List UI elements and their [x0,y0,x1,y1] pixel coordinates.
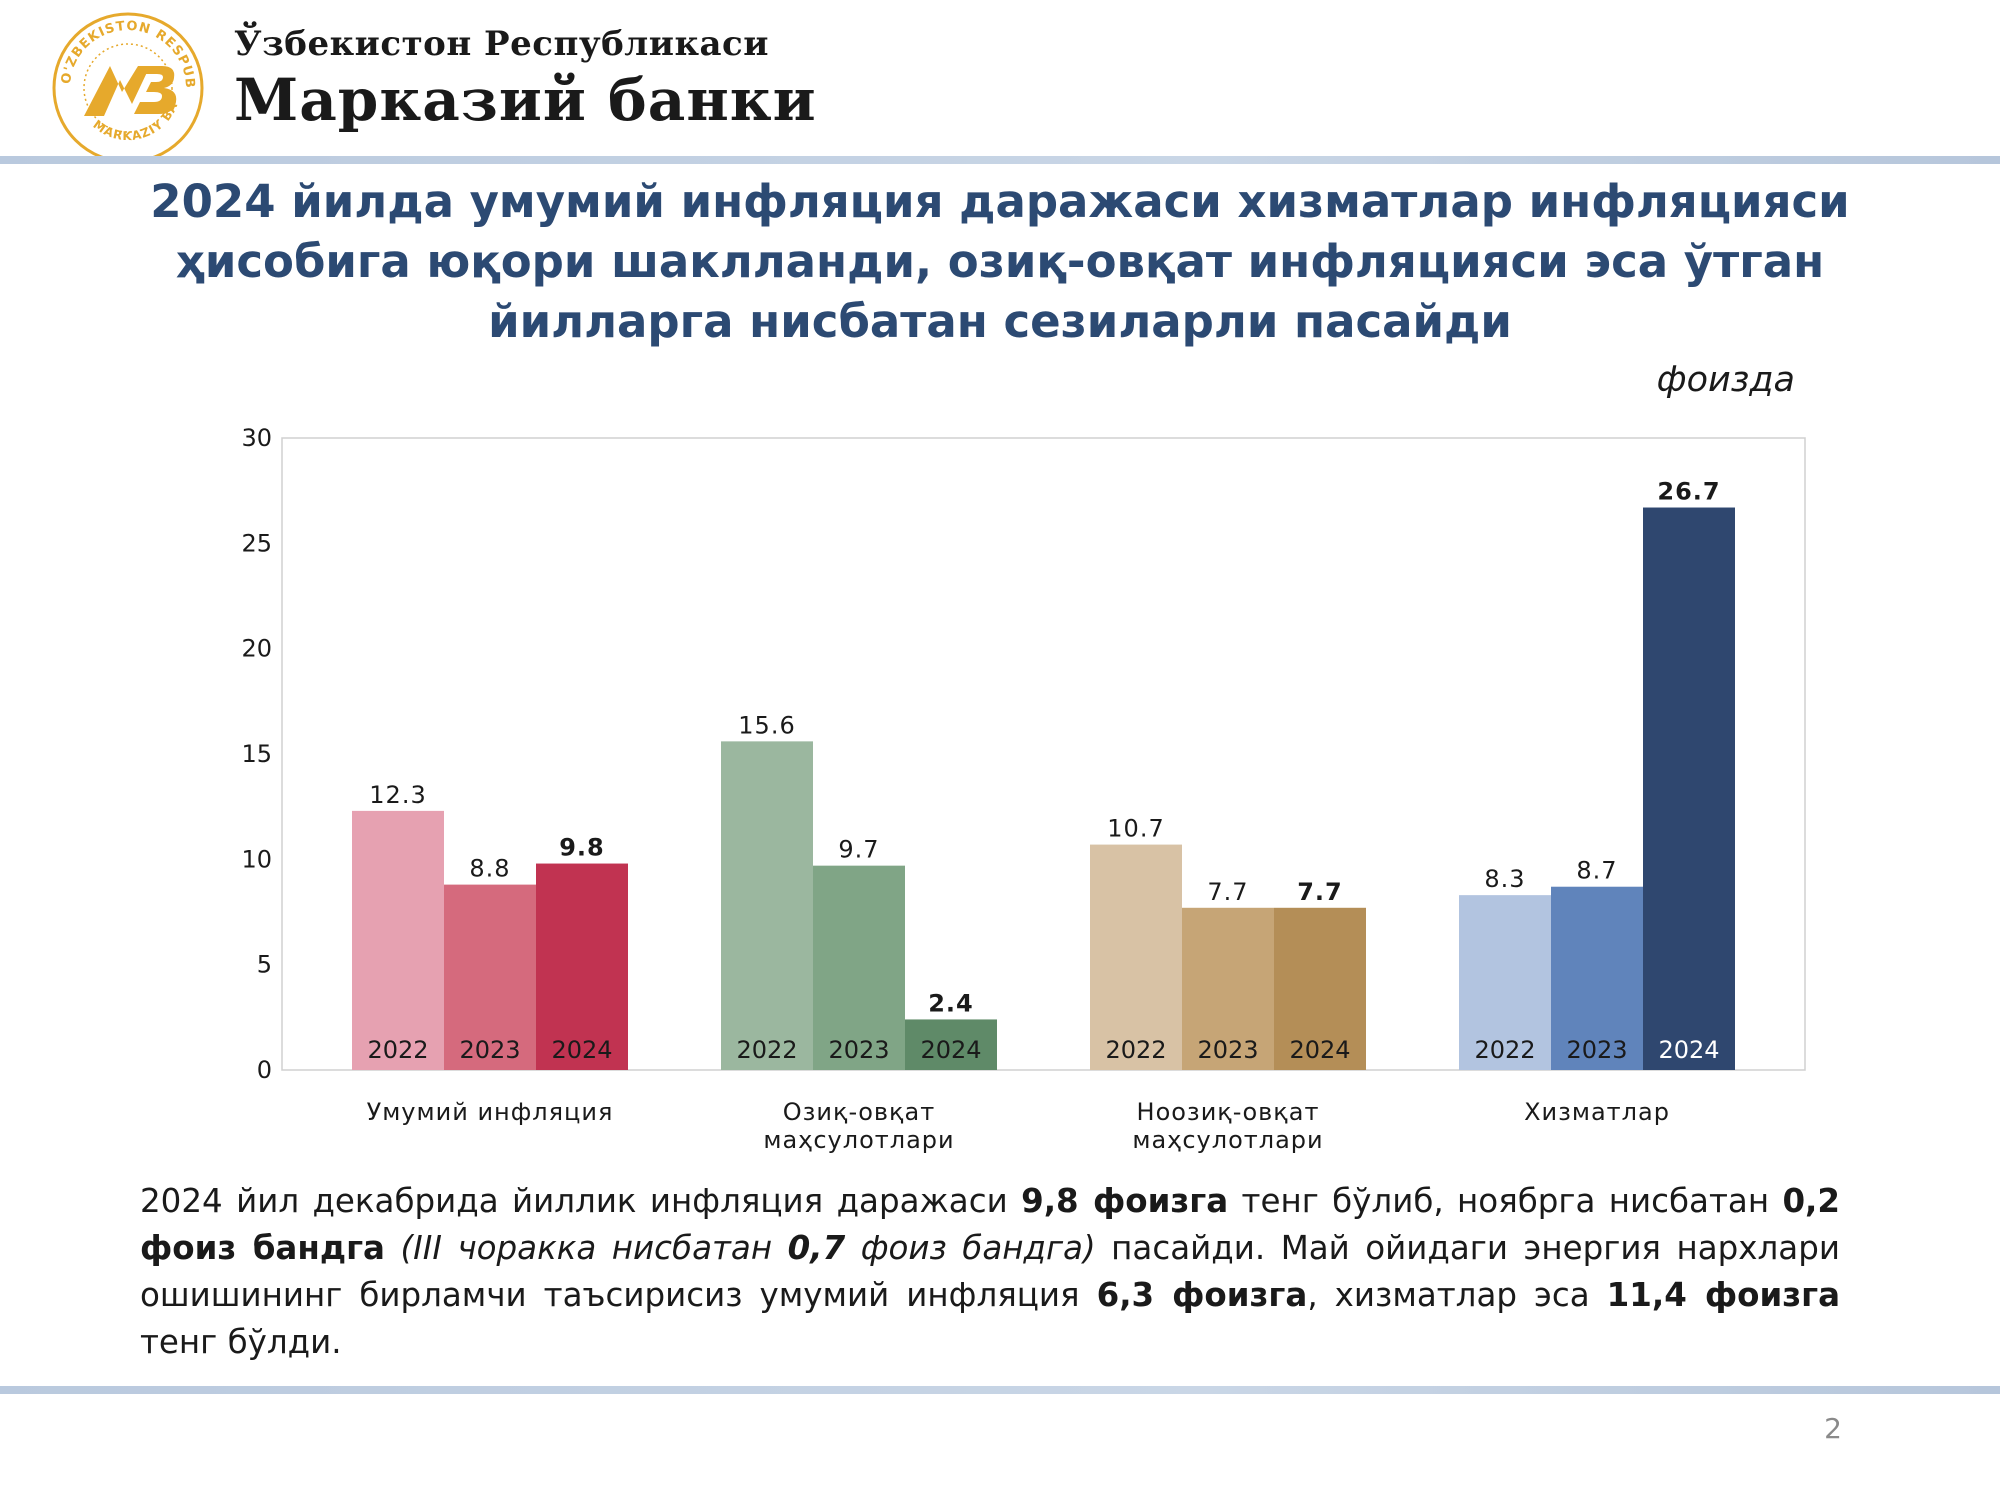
inflation-bar-chart: 0 5 10 15 20 25 30 12.3 2022 8.8 2023 9.8 2024 Умумий… [241,424,1806,1154]
category-label-1-line-1: Умумий инфляция [367,1098,614,1126]
summary-paragraph: 2024 йил декабрида йиллик инфляция дараж… [140,1178,1840,1366]
year-label-1-2023: 2023 [459,1036,520,1064]
category-label-2-line-2: маҳсулотлари [763,1126,954,1154]
year-label-3-2023: 2023 [1197,1036,1258,1064]
summary-text-2: тенг бўлиб, ноябрга нисбатан [1228,1182,1783,1220]
data-label-3-2024: 7.7 [1297,878,1343,906]
data-label-4-2022: 8.3 [1484,865,1525,893]
summary-text-5: тенг бўлди. [140,1323,342,1361]
headline-line-1: 2024 йилда умумий инфляция даражаси хизм… [150,175,1850,228]
summary-bold-3: 6,3 фоизга [1096,1276,1308,1314]
year-label-2-2022: 2022 [736,1036,797,1064]
bar-1-2022 [352,810,444,1070]
header-divider [0,156,2000,164]
page-number: 2 [1824,1412,1842,1445]
category-label-4-line-1: Хизматлар [1524,1098,1670,1126]
bar-4-2023 [1551,886,1643,1070]
y-tick-label-20: 20 [241,635,272,663]
year-label-1-2024: 2024 [551,1036,612,1064]
bar-3-2022 [1090,844,1182,1070]
summary-bold-1: 9,8 фоизга [1021,1182,1229,1220]
data-label-2-2023: 9.7 [838,836,879,864]
category-label-3-line-2: маҳсулотлари [1132,1126,1323,1154]
bank-title: Ўзбекистон Республикаси Марказий банки [234,24,817,134]
plot-frame [281,437,1806,1071]
data-label-1-2023: 8.8 [469,855,510,883]
year-label-3-2024: 2024 [1289,1036,1350,1064]
slide-headline: 2024 йилда умумий инфляция даражаси хизм… [150,172,1850,352]
category-label-3-line-1: Ноозиқ-овқат [1137,1098,1320,1126]
year-label-2-2023: 2023 [828,1036,889,1064]
data-label-3-2023: 7.7 [1207,878,1248,906]
y-tick-label-30: 30 [241,424,272,452]
svg-text:O'ZBEKISTON RESPUBLIKASI: O'ZBEKISTON RESPUBLIKASI [48,8,197,89]
summary-italic-2: фоиз бандга) [845,1229,1096,1267]
bank-title-line2: Марказий банки [234,66,817,134]
bar-2-2023 [813,865,905,1070]
summary-bold-2: 0,2 фоиз бандга [140,1182,1841,1267]
summary-italic-1: (III чоракка нисбатан [384,1229,788,1267]
year-label-4-2022: 2022 [1474,1036,1535,1064]
unit-label: фоизда [1656,360,1795,400]
y-tick-label-5: 5 [257,951,272,979]
bar-3-2024 [1274,907,1366,1070]
bar-4-2022 [1459,895,1551,1070]
year-label-2-2024: 2024 [920,1036,981,1064]
data-label-1-2024: 9.8 [559,834,605,862]
bar-2-2022 [721,741,813,1070]
footer-divider [0,1386,2000,1394]
data-label-1-2022: 12.3 [369,781,426,809]
data-label-2-2024: 2.4 [928,989,974,1017]
bank-title-line1: Ўзбекистон Республикаси [234,24,769,64]
data-label-3-2022: 10.7 [1107,815,1164,843]
data-label-2-2022: 15.6 [738,711,795,739]
y-tick-label-10: 10 [241,845,272,873]
summary-bold-4: 11,4 фоизга [1606,1276,1841,1314]
category-label-2-line-1: Озиқ-овқат [783,1098,935,1126]
year-label-3-2022: 2022 [1105,1036,1166,1064]
year-label-1-2022: 2022 [367,1036,428,1064]
year-label-4-2023: 2023 [1566,1036,1627,1064]
summary-text-3: пасайди. Май ойидаги энергия нархлари ош… [140,1229,1840,1314]
headline-line-2: ҳисобига юқори шаклланди, озиқ-овқат инф… [175,235,1825,288]
bar-4-2024 [1643,507,1735,1070]
data-label-4-2024: 26.7 [1657,478,1720,506]
y-tick-label-25: 25 [241,529,272,557]
central-bank-logo: O'ZBEKISTON RESPUBLIKASI MARKAZIY BANKI [48,8,204,164]
summary-bold-italic-1: 0,7 [787,1229,846,1267]
data-label-4-2023: 8.7 [1576,857,1617,885]
y-tick-label-0: 0 [257,1056,272,1084]
summary-text-1: 2024 йил декабрида йиллик инфляция дараж… [140,1182,1022,1220]
bar-2-2024 [905,1019,997,1070]
year-label-4-2024: 2024 [1658,1036,1719,1064]
headline-line-3: йилларга нисбатан сезиларли пасайди [488,295,1512,348]
bar-3-2023 [1182,907,1274,1070]
bar-1-2024 [536,863,628,1070]
y-tick-label-15: 15 [241,740,272,768]
summary-text-4: , хизматлар эса [1307,1276,1607,1314]
bar-1-2023 [444,884,536,1070]
